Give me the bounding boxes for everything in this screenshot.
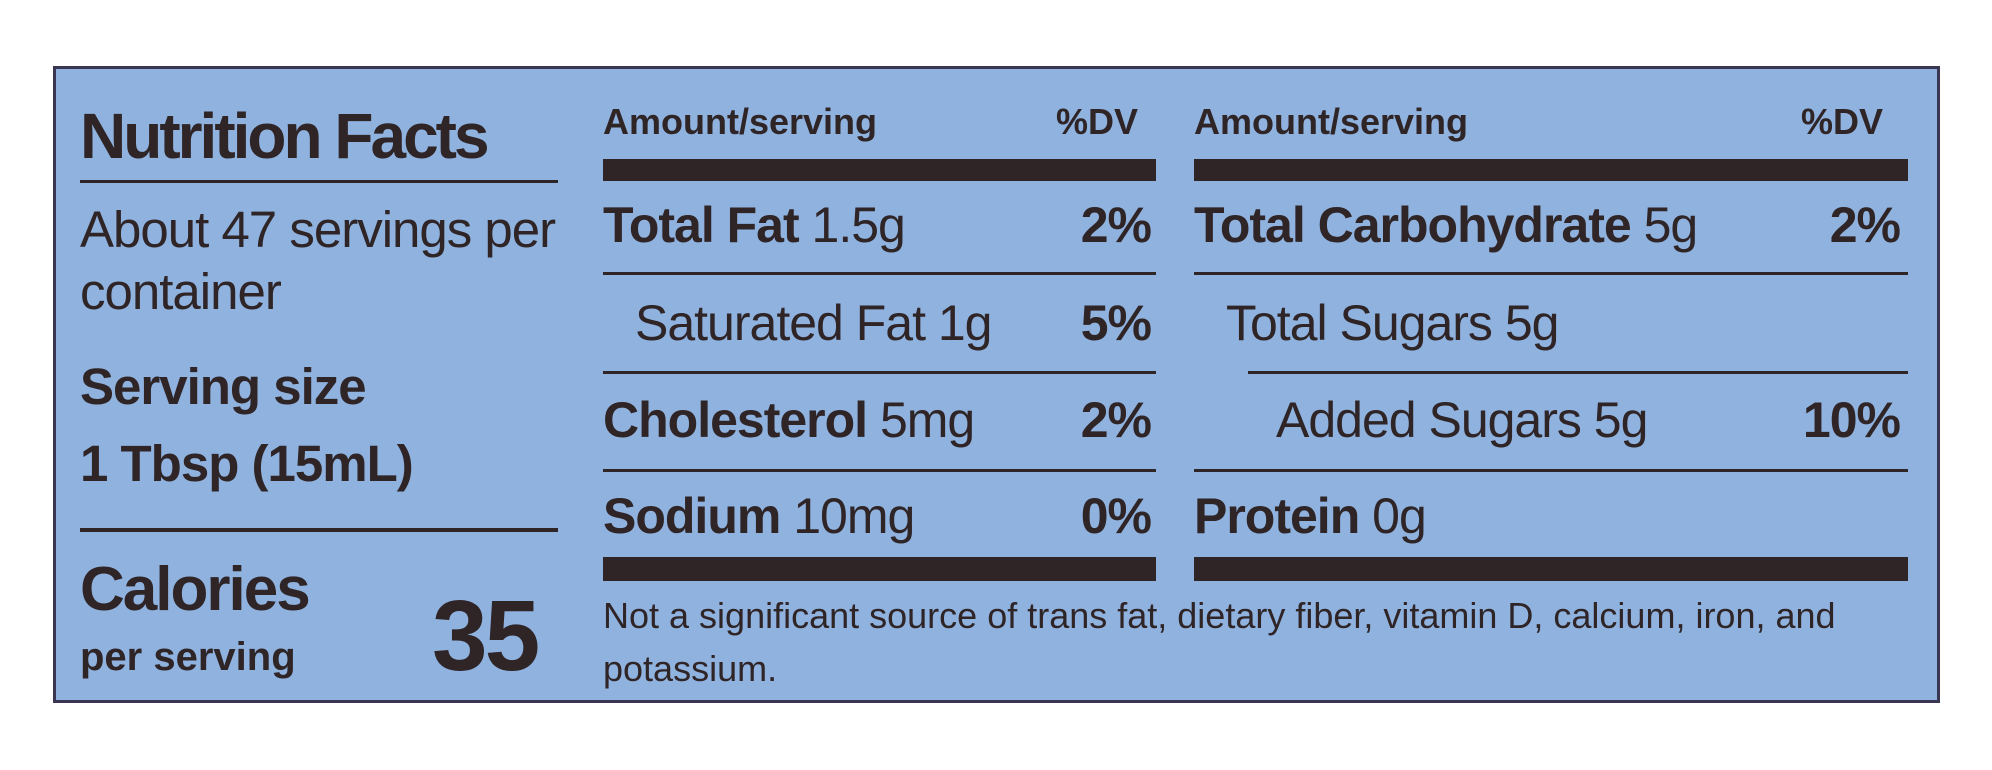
column-header: Amount/serving bbox=[603, 101, 878, 142]
nutrient-name: Sodium bbox=[603, 488, 781, 544]
title: Nutrition Facts bbox=[80, 100, 490, 172]
nutrient-dv: 10% bbox=[1802, 392, 1901, 448]
nutrient-amount: 10mg bbox=[793, 488, 915, 544]
nutrient-dv: 2% bbox=[1080, 197, 1152, 253]
nutrient-amount: 5g bbox=[1643, 197, 1699, 253]
nutrient-name: Total Sugars 5g bbox=[1226, 295, 1559, 351]
nutrient-amount: 0g bbox=[1372, 488, 1427, 544]
rule bbox=[80, 528, 558, 532]
column-header: %DV bbox=[1801, 101, 1884, 142]
rule bbox=[1248, 371, 1908, 374]
thick-rule bbox=[1194, 557, 1908, 581]
nutrient-row: Total Sugars 5g bbox=[1194, 294, 1900, 354]
nutrient-row: Added Sugars 5g 10% bbox=[1194, 391, 1901, 451]
nutrient-row: Cholesterol 5mg 2% bbox=[603, 391, 1152, 451]
nutrient-row: Protein 0g bbox=[1194, 487, 1900, 547]
rule bbox=[603, 469, 1156, 472]
nutrient-dv: 5% bbox=[1080, 295, 1152, 351]
calories-label: Calories bbox=[80, 555, 311, 624]
nutrient-dv: 2% bbox=[1829, 197, 1901, 253]
calories-sub: per serving bbox=[80, 635, 296, 679]
nutrient-name: Protein bbox=[1194, 488, 1360, 544]
servings: About 47 servings per container bbox=[80, 201, 556, 320]
serving-size: 1 Tbsp (15mL) bbox=[80, 435, 414, 492]
footnote: Not a significant source of trans fat, d… bbox=[603, 595, 1836, 689]
nutrient-dv: 0% bbox=[1080, 488, 1152, 544]
nutrient-row: Total Fat 1.5g 2% bbox=[603, 196, 1152, 256]
nutrient-amount: 1.5g bbox=[811, 197, 906, 253]
nutrient-name: Total Fat bbox=[603, 197, 800, 253]
nutrient-name: Saturated Fat 1g bbox=[635, 295, 992, 351]
nutrient-name: Total Carbohydrate bbox=[1194, 197, 1632, 253]
column-header: Amount/serving bbox=[1194, 101, 1469, 142]
rule bbox=[603, 371, 1156, 374]
nutrient-row: Sodium 10mg 0% bbox=[603, 487, 1152, 547]
nutrient-row: Saturated Fat 1g 5% bbox=[603, 294, 1152, 354]
rule bbox=[80, 180, 558, 183]
nutrient-dv: 2% bbox=[1080, 392, 1152, 448]
rule bbox=[1194, 469, 1908, 472]
nutrient-amount: 5mg bbox=[879, 392, 975, 448]
rule bbox=[1194, 272, 1908, 275]
calories-value: 35 bbox=[432, 580, 540, 692]
serving-size-label: Serving size bbox=[80, 358, 367, 415]
nutrient-name: Cholesterol bbox=[603, 392, 868, 448]
nutrient-name: Added Sugars 5g bbox=[1276, 392, 1648, 448]
thick-rule bbox=[603, 557, 1156, 581]
thick-rule bbox=[1194, 159, 1908, 181]
nutrient-row: Total Carbohydrate 5g 2% bbox=[1194, 196, 1901, 256]
rule bbox=[603, 272, 1156, 275]
column-header: %DV bbox=[1056, 101, 1139, 142]
thick-rule bbox=[603, 159, 1156, 181]
nutrition-label: Nutrition Facts About 47 servings per co… bbox=[53, 66, 1940, 703]
